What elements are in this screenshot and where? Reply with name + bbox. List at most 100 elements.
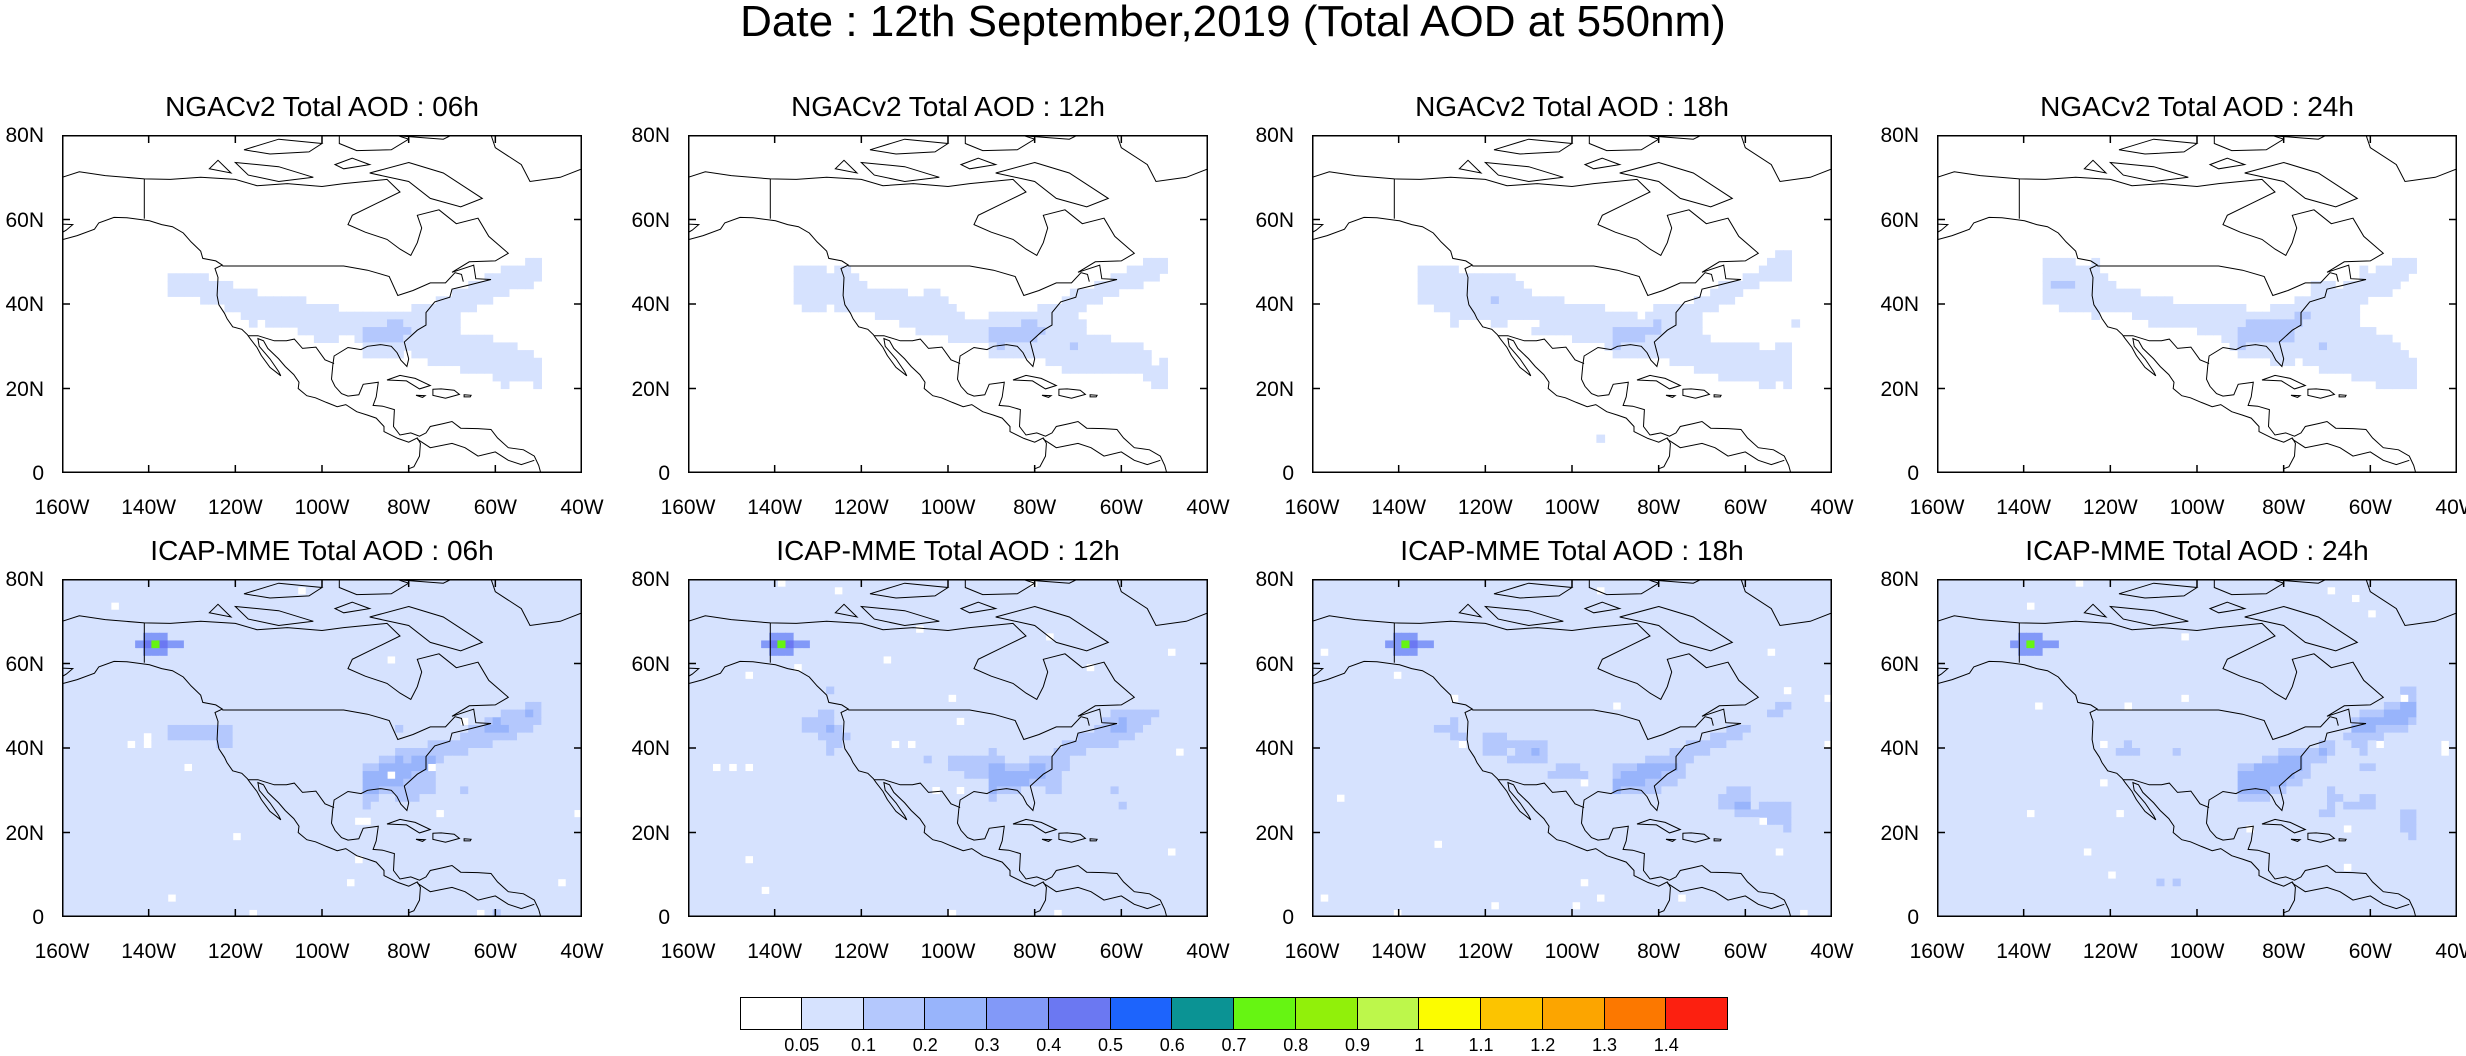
lat-tick-label: 0 [1282,906,1294,929]
coastlines [1312,579,1832,917]
colorbar [740,997,1728,1030]
colorbar-label: 0.2 [912,1035,938,1055]
lat-tick-label: 80N [1255,568,1294,591]
panel-title: NGACv2 Total AOD : 18h [1415,91,1729,122]
lat-tick-label: 60N [1255,208,1294,232]
lon-tick-label: 40W [1810,940,1854,963]
lat-tick-label: 40N [5,293,44,316]
aod-field [1937,579,2457,917]
axis-ticks [62,579,582,917]
lon-tick-label: 160W [1284,496,1340,519]
lat-tick-label: 40N [1255,737,1294,760]
lat-tick-label: 20N [631,821,670,845]
colorbar-label: 0.9 [1344,1035,1371,1055]
lon-tick-label: 160W [660,940,716,963]
axis-ticks [688,579,1208,917]
lon-tick-label: 60W [2348,496,2392,519]
colorbar-label: 1.3 [1591,1035,1618,1055]
lon-tick-label: 80W [1637,940,1681,963]
colorbar-swatch [863,997,926,1030]
map-canvas [1312,135,1832,473]
lon-tick-label: 140W [121,940,177,963]
lat-tick-label: 60N [5,208,44,232]
lon-tick-label: 80W [387,940,431,963]
map-panel: NGACv2 Total AOD : 06h 80N 60N 40N 20N 0 160W 1… [5,91,603,518]
lat-tick-label: 0 [1907,462,1919,485]
lon-tick-label: 140W [1371,940,1427,963]
lon-tick-label: 160W [1909,496,1965,519]
lat-tick-label: 60N [631,652,670,676]
axis-ticks [1937,579,2457,917]
lat-tick-label: 20N [1255,821,1294,845]
lon-tick-label: 80W [1013,940,1057,963]
colorbar-swatch [1604,997,1667,1030]
lat-tick-label: 40N [1255,293,1294,316]
lat-tick-label: 20N [1880,821,1919,845]
colorbar-swatch [1481,997,1543,1030]
map-panel: ICAP-MME Total AOD : 06h 80N 60N 40N 20N 0 160… [5,535,603,962]
lon-tick-label: 120W [207,940,263,963]
lon-tick-label: 80W [1013,496,1057,519]
lon-tick-label: 160W [1909,940,1965,963]
axis-ticks [1312,579,1832,917]
lon-tick-label: 40W [1810,496,1854,519]
aod-field [688,579,1208,917]
colorbar-swatch [1419,997,1481,1030]
lon-tick-label: 60W [473,940,517,963]
lon-tick-label: 60W [1099,496,1143,519]
lon-tick-label: 80W [2262,940,2306,963]
lon-tick-label: 140W [1996,940,2052,963]
colorbar-swatch [1295,997,1358,1030]
map-canvas [688,135,1208,473]
coastlines [688,579,1208,917]
lon-tick-label: 60W [1099,940,1143,963]
lat-tick-label: 80N [631,568,670,591]
lon-tick-label: 40W [2435,496,2466,519]
lon-tick-label: 140W [121,496,177,519]
map-panel: NGACv2 Total AOD : 24h 80N 60N 40N 20N 0 160W 1… [1880,91,2466,518]
lat-tick-label: 60N [1880,652,1919,676]
lat-tick-label: 80N [1880,568,1919,591]
colorbar-swatch [801,997,864,1030]
lat-tick-label: 80N [5,124,44,147]
colorbar-label: 0.5 [1097,1035,1124,1055]
panel-title: NGACv2 Total AOD : 12h [791,91,1105,122]
panel-title: NGACv2 Total AOD : 06h [165,91,479,122]
lon-tick-label: 40W [1186,496,1230,519]
colorbar-label: 0.3 [974,1035,1000,1055]
coastlines [1937,579,2457,917]
map-canvas [62,135,582,473]
map-panel: NGACv2 Total AOD : 18h 80N 60N 40N 20N 0 160W 1… [1255,91,1853,518]
lon-tick-label: 160W [660,496,716,519]
lon-tick-label: 100W [294,496,350,519]
axis-ticks [1312,135,1832,473]
lat-tick-label: 0 [1907,906,1919,929]
coastlines [1312,135,1832,473]
colorbar-swatch [1048,997,1111,1030]
lon-tick-label: 120W [1457,940,1513,963]
map-panel: ICAP-MME Total AOD : 24h 80N 60N 40N 20N 0 160… [1880,535,2466,962]
lon-tick-label: 100W [1544,496,1600,519]
lat-tick-label: 20N [1880,377,1919,401]
colorbar-label: 0.7 [1221,1035,1247,1055]
colorbar-label: 1.2 [1530,1035,1556,1055]
coastlines [1937,135,2457,473]
lon-tick-label: 40W [560,496,604,519]
lon-tick-label: 140W [747,496,803,519]
lat-tick-label: 40N [631,293,670,316]
lat-tick-label: 80N [5,568,44,591]
colorbar-label: 1.1 [1468,1035,1494,1055]
coastlines [62,579,582,917]
map-canvas [1312,579,1832,917]
lon-tick-label: 140W [1996,496,2052,519]
lat-tick-label: 60N [631,208,670,232]
lat-tick-label: 40N [631,737,670,760]
lon-tick-label: 120W [833,496,889,519]
lat-tick-label: 60N [1255,652,1294,676]
colorbar-swatch [987,997,1049,1030]
lon-tick-label: 120W [2082,496,2138,519]
colorbar-label: 1.4 [1653,1035,1679,1055]
lon-tick-label: 100W [920,496,976,519]
aod-field [62,579,582,917]
axis-ticks [62,135,582,473]
